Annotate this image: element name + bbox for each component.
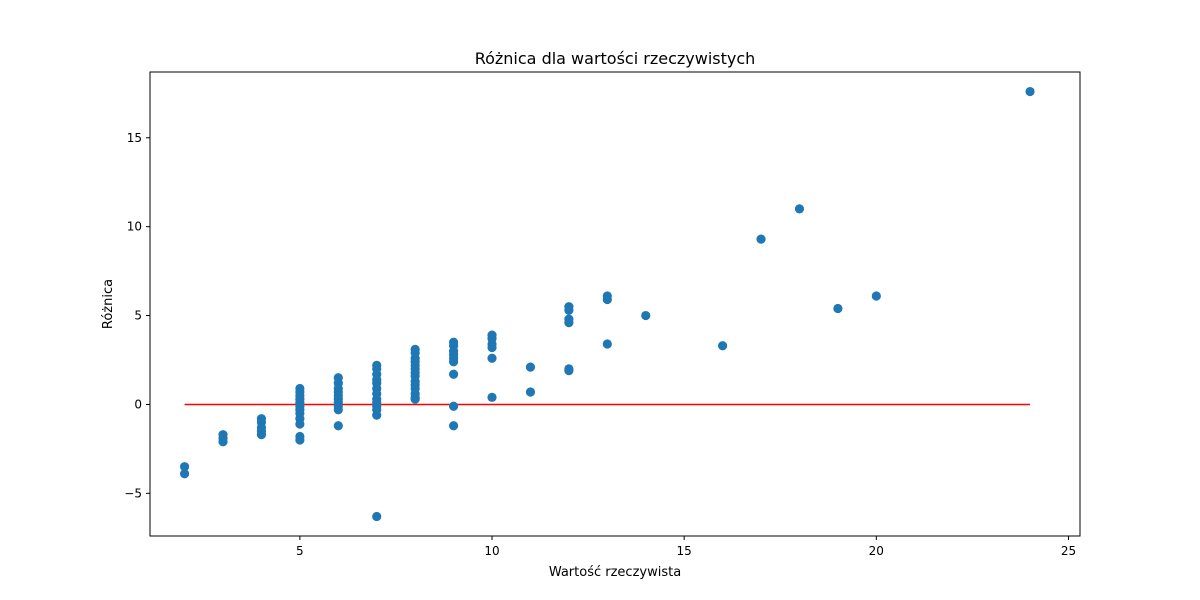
data-point (487, 353, 497, 363)
data-point (295, 419, 305, 429)
data-point (602, 339, 612, 349)
data-point (641, 310, 651, 321)
data-point (333, 405, 343, 415)
data-point (871, 291, 881, 301)
data-point (410, 394, 420, 404)
data-point (1025, 86, 1035, 97)
y-axis-label: Różnica (101, 279, 116, 329)
chart-marks (179, 86, 1035, 522)
data-point (218, 437, 228, 447)
data-point (448, 369, 459, 379)
plot-area (150, 72, 1080, 536)
data-point (179, 462, 190, 472)
y-tick-label: 15 (127, 131, 142, 145)
data-point (448, 421, 459, 431)
chart-title: Różnica dla wartości rzeczywistych (475, 49, 756, 68)
data-point (525, 362, 536, 372)
data-point (179, 469, 190, 479)
data-point (602, 294, 612, 305)
data-point (525, 387, 536, 397)
data-point (718, 341, 728, 351)
x-tick-label: 10 (484, 544, 499, 558)
x-tick-label: 15 (677, 544, 692, 558)
y-tick-label: −5 (124, 486, 142, 500)
y-tick-label: 0 (134, 397, 142, 411)
y-tick-label: 10 (127, 220, 142, 234)
data-point (448, 357, 459, 367)
axis-ticks: 5 10 15 20 25 −5 0 5 10 15 (124, 131, 1076, 558)
plot-frame (149, 71, 1081, 537)
x-tick-label: 5 (296, 544, 304, 558)
data-point (564, 318, 574, 328)
y-tick-label: 5 (134, 309, 142, 323)
data-point (448, 401, 459, 411)
x-axis-label: Wartość rzeczywista (549, 565, 681, 580)
data-point (794, 204, 805, 214)
data-point (295, 435, 305, 445)
data-point (256, 430, 267, 440)
data-point (372, 410, 382, 420)
x-tick-label: 25 (1061, 544, 1076, 558)
data-point (756, 234, 766, 244)
data-point (333, 421, 343, 431)
data-point (564, 305, 574, 315)
data-point (487, 342, 497, 353)
data-point (487, 392, 497, 402)
data-point (564, 366, 574, 376)
data-point (833, 303, 843, 314)
x-tick-label: 20 (869, 544, 884, 558)
data-point (372, 511, 382, 522)
